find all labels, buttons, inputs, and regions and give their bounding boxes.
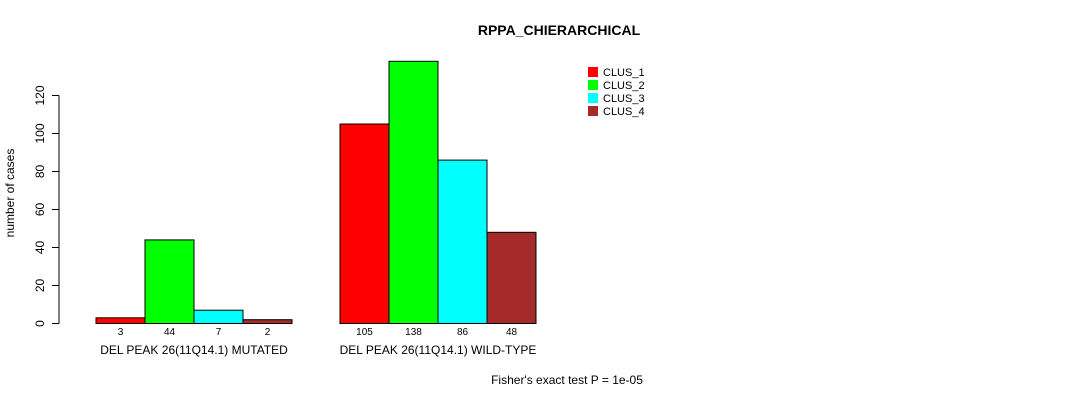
legend-swatch [588, 106, 598, 116]
bar-count-label: 48 [506, 327, 518, 338]
legend-entry-label: CLUS_4 [603, 106, 645, 118]
y-axis-label: number of cases [3, 149, 17, 238]
bar-clus2-group-2 [388, 60, 439, 325]
bar-clus3-group-1 [193, 309, 244, 325]
legend-entry-label: CLUS_3 [603, 93, 645, 105]
category-label: DEL PEAK 26(11Q14.1) WILD-TYPE [340, 343, 537, 357]
bar-counts: 3 44 7 2 105 138 86 48 [118, 327, 518, 338]
bar-count-label: 3 [118, 327, 124, 338]
legend-entry-label: CLUS_2 [603, 80, 645, 92]
legend-entry-label: CLUS_1 [603, 67, 645, 79]
y-tick-label: 0 [33, 320, 47, 327]
y-tick-label: 120 [33, 85, 47, 105]
y-tick-label: 60 [33, 203, 47, 217]
legend-swatch [588, 67, 598, 77]
bar-count-label: 7 [216, 327, 222, 338]
bar-clus1-group-2 [339, 123, 390, 324]
y-tick-label: 40 [33, 241, 47, 255]
bar-clus4-group-2 [486, 231, 537, 324]
bar-clus4-group-1 [242, 319, 293, 325]
bar-clus2-group-1 [144, 239, 195, 324]
group-labels: DEL PEAK 26(11Q14.1) MUTATED DEL PEAK 26(… [100, 343, 536, 357]
y-tick-label: 20 [33, 279, 47, 293]
legend-swatch [588, 80, 598, 90]
bar-clus1-group-1 [95, 317, 146, 324]
bars [95, 60, 537, 325]
bar-clus3-group-2 [437, 159, 488, 324]
legend-swatch [588, 93, 598, 103]
fisher-test-annotation: Fisher's exact test P = 1e-05 [491, 373, 643, 387]
bar-count-label: 138 [405, 327, 422, 338]
bar-count-label: 44 [164, 327, 176, 338]
category-label: DEL PEAK 26(11Q14.1) MUTATED [100, 343, 288, 357]
y-tick-label: 100 [33, 123, 47, 143]
y-axis: 0 20 40 60 80 100 120 [33, 85, 60, 327]
bar-count-label: 2 [265, 327, 271, 338]
bar-count-label: 105 [356, 327, 373, 338]
bar-count-label: 86 [457, 327, 469, 338]
chart-title: RPPA_CHIERARCHICAL [478, 22, 641, 38]
y-tick-label: 80 [33, 165, 47, 179]
